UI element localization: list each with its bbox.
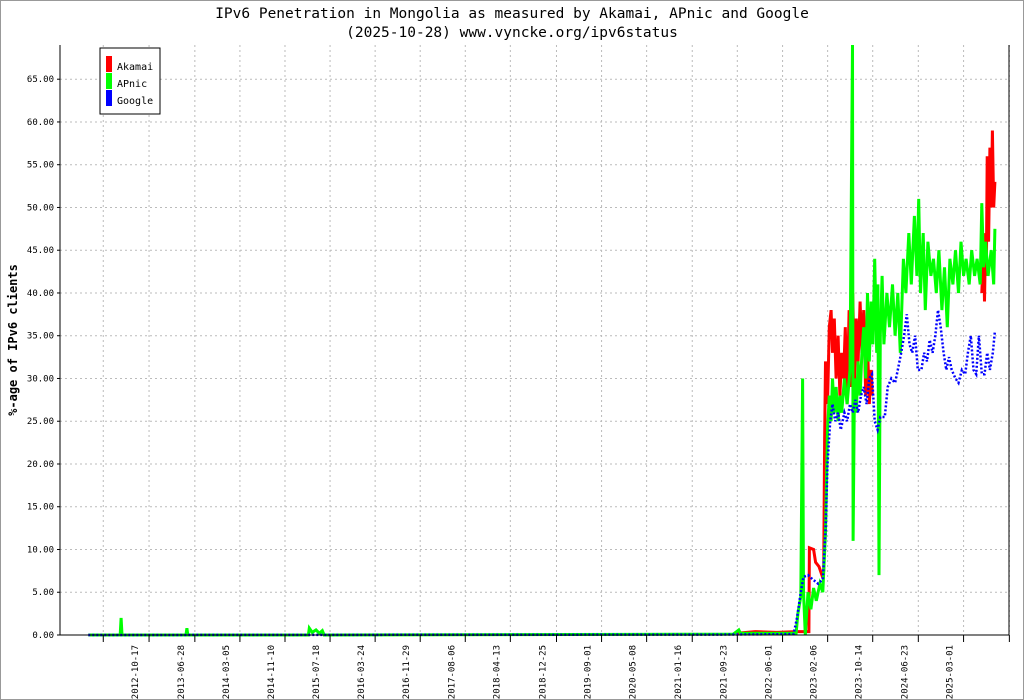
series-group xyxy=(88,44,997,637)
y-tick-label: 20.00 xyxy=(27,460,54,470)
series-line-akamai xyxy=(736,130,997,635)
y-tick-label: 0.00 xyxy=(32,631,54,641)
x-tick-label: 2025-03-01 xyxy=(946,645,956,699)
x-tick-label: 2018-12-25 xyxy=(538,645,548,699)
x-tick-label: 2019-09-01 xyxy=(584,645,594,699)
x-tick-label: 2021-09-23 xyxy=(719,645,729,699)
y-tick-label: 35.00 xyxy=(27,332,54,342)
y-tick-label: 55.00 xyxy=(27,161,54,171)
legend-label-google: Google xyxy=(117,96,153,107)
x-tick-label: 2016-11-29 xyxy=(402,645,412,699)
y-tick-label: 45.00 xyxy=(27,246,54,256)
chart-title: IPv6 Penetration in Mongolia as measured… xyxy=(215,6,809,22)
chart-subtitle: (2025-10-28) www.vyncke.org/ipv6status xyxy=(346,25,678,41)
x-tick-label: 2017-08-06 xyxy=(447,645,457,699)
y-tick-label: 50.00 xyxy=(27,203,54,213)
x-tick-label: 2022-06-01 xyxy=(765,645,775,699)
legend-swatch-apnic xyxy=(106,73,112,89)
x-tick-label: 2015-07-18 xyxy=(312,645,322,699)
legend-swatch-akamai xyxy=(106,56,112,72)
legend-label-apnic: APnic xyxy=(117,79,147,90)
y-tick-label: 30.00 xyxy=(27,374,54,384)
x-tick-label: 2024-06-23 xyxy=(900,645,910,699)
series-line-apnic xyxy=(88,44,997,637)
gridlines xyxy=(60,45,1010,635)
y-tick-label: 25.00 xyxy=(27,417,54,427)
legend: Akamai APnic Google xyxy=(99,47,161,115)
y-tick-label: 65.00 xyxy=(27,75,54,85)
x-tick-label: 2018-04-13 xyxy=(492,645,502,699)
legend-swatch-google xyxy=(106,90,112,106)
x-tick-label: 2021-01-16 xyxy=(674,645,684,699)
x-tick-label: 2016-03-24 xyxy=(357,645,367,699)
x-tick-label: 2014-11-10 xyxy=(267,645,277,699)
y-tick-label: 5.00 xyxy=(32,588,54,598)
y-tick-label: 40.00 xyxy=(27,289,54,299)
x-tick-label: 2023-02-06 xyxy=(810,645,820,699)
y-tick-label: 15.00 xyxy=(27,503,54,513)
x-tick-label: 2020-05-08 xyxy=(629,645,639,699)
y-tick-label: 60.00 xyxy=(27,118,54,128)
legend-label-akamai: Akamai xyxy=(117,62,153,73)
series-line-google xyxy=(88,309,997,637)
y-tick-label: 10.00 xyxy=(27,545,54,555)
x-tick-label: 2012-10-17 xyxy=(131,645,141,699)
x-tick-label: 2014-03-05 xyxy=(222,645,232,699)
x-tick-label: 2023-10-14 xyxy=(855,645,865,699)
x-tick-label: 2013-06-28 xyxy=(177,645,187,699)
axes: 0.00 5.00 10.00 15.00 20.00 25.00 30.00 35.00 40… xyxy=(27,45,1010,699)
y-axis-label: %-age of IPv6 clients xyxy=(6,264,20,416)
